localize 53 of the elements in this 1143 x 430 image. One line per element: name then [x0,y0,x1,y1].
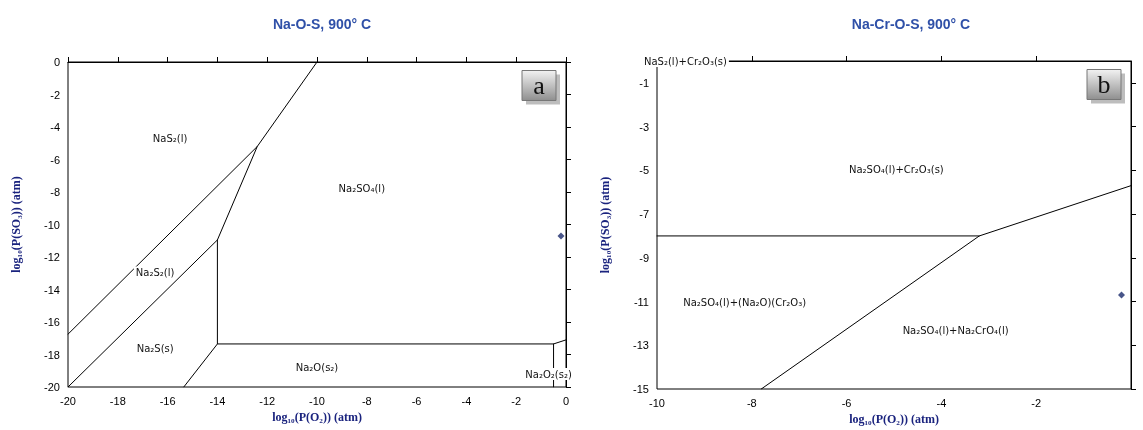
x-tick-label: -18 [109,394,126,407]
x-tick-label: -20 [60,394,76,407]
x-tick-label: -10 [309,394,325,407]
annotation: Na₂S(s) [136,342,174,354]
y-tick-label: -5 [639,164,649,177]
annotation: Na₂SO₄(l)+(Na₂O)(Cr₂O₃) [683,297,807,309]
annotation: Na₂SO₄(l)+Na₂CrO₄(l) [902,325,1009,337]
annotation: NaS₂(l) [152,132,188,144]
y-tick-label: -3 [639,120,649,133]
y-tick-label: 0 [53,56,60,68]
x-tick-label: -12 [259,394,276,407]
x-tick-label: -10 [649,396,665,409]
x-axis-title: log₁₀(P(O₂)) (atm) [272,410,362,424]
annotation: Na₂S₂(l) [135,266,175,278]
x-tick-label: -2 [511,394,522,407]
y-tick-label: -16 [44,316,60,328]
x-tick-label: -4 [461,394,472,407]
x-tick-label: -8 [361,394,372,407]
x-tick-label: -16 [159,394,176,407]
x-tick-label: -4 [936,396,947,409]
x-tick-label: -14 [209,394,226,407]
y-tick-label: -13 [633,339,649,352]
chart-title: Na-O-S, 900° C [272,16,372,32]
annotation: Na₂SO₄(l) [338,183,386,195]
y-tick-label: -8 [50,186,60,198]
x-tick-label: -6 [841,396,852,409]
x-tick-label: -6 [411,394,422,407]
y-tick-label: -11 [633,295,649,308]
y-tick-label: -4 [50,121,60,133]
y-tick-label: -18 [44,348,60,361]
annotation: Na₂O₂(s₂) [525,368,572,380]
y-axis-title: log₁₀(P(SO₃)) (atm) [9,176,23,273]
annotation: Na₂O(s₂) [295,362,339,373]
y-tick-label: -20 [44,381,60,393]
x-tick-label: -2 [1031,396,1042,409]
y-tick-label: -14 [44,283,60,296]
annotation: Na₂SO₄(l)+Cr₂O₃(s) [848,164,944,176]
x-tick-label: -8 [746,396,757,409]
chart-title: Na-Cr-O-S, 900° C [851,16,971,32]
y-tick-label: -15 [633,383,649,395]
y-tick-label: -6 [50,153,60,166]
y-tick-label: -7 [639,208,649,221]
y-tick-label: -9 [639,251,649,264]
y-tick-label: -10 [44,218,60,231]
y-axis-title: log₁₀(P(SO₃)) (atm) [598,176,612,274]
annotation: a [533,71,546,100]
y-tick-label: -2 [50,88,60,101]
y-tick-label: -12 [44,251,60,263]
annotation: NaS₂(l)+Cr₂O₃(s) [643,55,727,67]
y-tick-label: -1 [639,76,649,89]
x-tick-label: 0 [562,394,570,407]
x-axis-title: log₁₀(P(O₂)) (atm) [849,412,939,426]
annotation: b [1097,70,1111,99]
